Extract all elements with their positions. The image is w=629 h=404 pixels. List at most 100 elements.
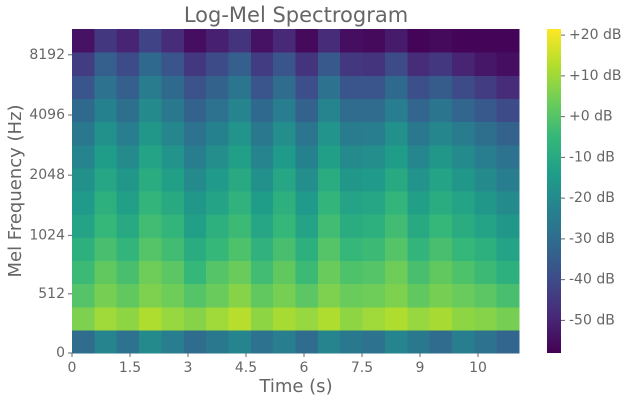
cell bbox=[295, 98, 319, 123]
cell bbox=[451, 214, 475, 238]
cell bbox=[451, 52, 475, 76]
cell bbox=[384, 75, 408, 100]
cell bbox=[228, 329, 252, 354]
cell bbox=[451, 260, 475, 285]
cell bbox=[72, 214, 95, 238]
cell bbox=[496, 75, 520, 100]
cell bbox=[250, 75, 274, 100]
cell bbox=[407, 214, 431, 238]
x-tick-label: 9 bbox=[416, 360, 425, 376]
cell bbox=[94, 237, 118, 262]
cell bbox=[362, 144, 386, 169]
cell bbox=[451, 121, 475, 146]
cell bbox=[183, 329, 207, 354]
cell bbox=[340, 144, 364, 169]
colorbar-tick-label: -10 dB bbox=[569, 149, 615, 165]
colorbar-tick-label: -20 dB bbox=[569, 190, 615, 206]
cell bbox=[161, 283, 185, 308]
cell bbox=[72, 191, 95, 215]
colorbar-tick-label: -40 dB bbox=[569, 272, 615, 288]
cell bbox=[317, 260, 341, 285]
cell bbox=[161, 329, 185, 354]
cell bbox=[139, 283, 162, 308]
cell bbox=[340, 329, 364, 354]
cell bbox=[451, 283, 475, 308]
cell bbox=[295, 167, 319, 192]
cell bbox=[407, 144, 431, 169]
cell bbox=[116, 283, 140, 308]
cell bbox=[407, 306, 431, 331]
cell bbox=[72, 121, 95, 146]
cell bbox=[116, 237, 140, 262]
cell bbox=[317, 121, 341, 146]
cell bbox=[496, 329, 520, 354]
y-tick-label: 2048 bbox=[29, 167, 65, 183]
cell bbox=[161, 260, 185, 285]
cell bbox=[206, 329, 230, 354]
cell bbox=[295, 306, 319, 331]
cell bbox=[295, 260, 319, 285]
cell bbox=[362, 306, 386, 331]
cell bbox=[116, 191, 140, 215]
cell bbox=[183, 121, 207, 146]
cell bbox=[139, 121, 162, 146]
cell bbox=[451, 191, 475, 215]
cell bbox=[429, 121, 453, 146]
cell bbox=[474, 191, 498, 215]
cell bbox=[161, 237, 185, 262]
cell bbox=[474, 144, 498, 169]
cell bbox=[429, 191, 453, 215]
cell bbox=[250, 306, 274, 331]
cell bbox=[384, 329, 408, 354]
cell bbox=[384, 191, 408, 215]
cell bbox=[340, 29, 364, 53]
cell bbox=[429, 75, 453, 100]
cell bbox=[317, 329, 341, 354]
cell bbox=[116, 167, 140, 192]
cell bbox=[116, 329, 140, 354]
cell bbox=[139, 214, 162, 238]
cell bbox=[273, 75, 297, 100]
cell bbox=[183, 75, 207, 100]
cell bbox=[451, 144, 475, 169]
cell bbox=[362, 237, 386, 262]
cell bbox=[206, 167, 230, 192]
cell bbox=[72, 167, 95, 192]
cell bbox=[228, 237, 252, 262]
cell bbox=[496, 214, 520, 238]
cell bbox=[273, 167, 297, 192]
cell bbox=[384, 121, 408, 146]
cell bbox=[228, 52, 252, 76]
cell bbox=[384, 306, 408, 331]
cell bbox=[273, 329, 297, 354]
cell bbox=[317, 167, 341, 192]
cell bbox=[183, 191, 207, 215]
cell bbox=[250, 191, 274, 215]
cell bbox=[496, 52, 520, 76]
colorbar-tick-label: +0 dB bbox=[569, 109, 613, 125]
cell bbox=[228, 98, 252, 123]
cell bbox=[429, 306, 453, 331]
cell bbox=[496, 98, 520, 123]
cell bbox=[295, 214, 319, 238]
cell bbox=[407, 52, 431, 76]
cell bbox=[273, 191, 297, 215]
cell bbox=[94, 329, 118, 354]
cell bbox=[340, 214, 364, 238]
cell bbox=[451, 237, 475, 262]
cell bbox=[362, 52, 386, 76]
cell bbox=[362, 75, 386, 100]
cell bbox=[183, 144, 207, 169]
chart-title: Log-Mel Spectrogram bbox=[184, 3, 408, 27]
cell bbox=[496, 306, 520, 331]
y-tick-label: 512 bbox=[38, 286, 65, 302]
cell bbox=[384, 167, 408, 192]
cell bbox=[228, 283, 252, 308]
cell bbox=[429, 167, 453, 192]
cell bbox=[384, 214, 408, 238]
cell bbox=[295, 29, 319, 53]
cell bbox=[407, 329, 431, 354]
colorbar-tick-label: +10 dB bbox=[569, 68, 622, 84]
cell bbox=[496, 167, 520, 192]
